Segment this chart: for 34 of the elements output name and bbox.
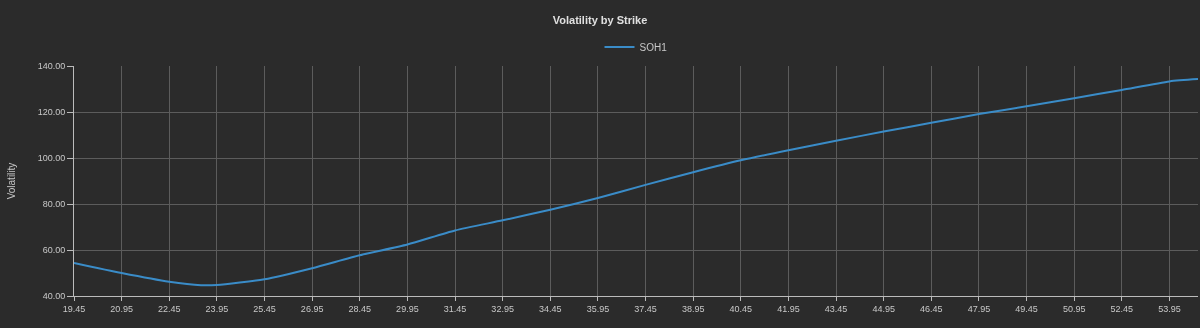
x-tick-label: 37.45 — [634, 303, 657, 314]
x-tick-label: 43.45 — [824, 303, 848, 314]
x-tick-label: 28.45 — [348, 303, 372, 314]
x-tick-label: 52.45 — [1110, 303, 1134, 314]
x-tick-label: 53.95 — [1158, 303, 1181, 314]
y-tick-label: 80.00 — [42, 199, 66, 210]
y-tick-label: 140.00 — [37, 61, 66, 72]
x-tick-label: 40.45 — [729, 303, 753, 314]
x-tick-label: 32.95 — [491, 303, 514, 314]
x-tick-label: 41.95 — [777, 303, 800, 314]
x-tick-label: 46.45 — [920, 303, 943, 314]
x-tick-label: 38.95 — [681, 303, 705, 314]
chart-title: Volatility by Strike — [552, 14, 648, 27]
x-tick-label: 22.45 — [157, 303, 181, 314]
x-tick-label: 20.95 — [110, 303, 133, 314]
x-tick-label: 50.95 — [1062, 303, 1086, 314]
legend-label: SOH1 — [639, 41, 668, 53]
x-tick-label: 26.95 — [300, 303, 324, 314]
x-tick-label: 47.95 — [967, 303, 991, 314]
y-tick-label: 60.00 — [42, 245, 66, 256]
x-tick-label: 19.45 — [62, 303, 86, 314]
x-tick-label: 34.45 — [539, 303, 562, 314]
x-tick-label: 44.95 — [872, 303, 895, 314]
y-tick-label: 100.00 — [37, 153, 66, 164]
y-tick-label: 120.00 — [37, 107, 66, 118]
x-tick-label: 25.45 — [253, 303, 276, 314]
y-axis-title: Volatility — [5, 162, 17, 200]
x-tick-label: 49.45 — [1015, 303, 1038, 314]
line-series — [74, 78, 1198, 287]
y-tick-label: 40.00 — [42, 291, 66, 302]
x-tick-label: 23.95 — [205, 303, 229, 314]
x-tick-label: 35.95 — [586, 303, 610, 314]
x-tick-label: 31.45 — [443, 303, 467, 314]
x-tick-label: 29.95 — [396, 303, 419, 314]
